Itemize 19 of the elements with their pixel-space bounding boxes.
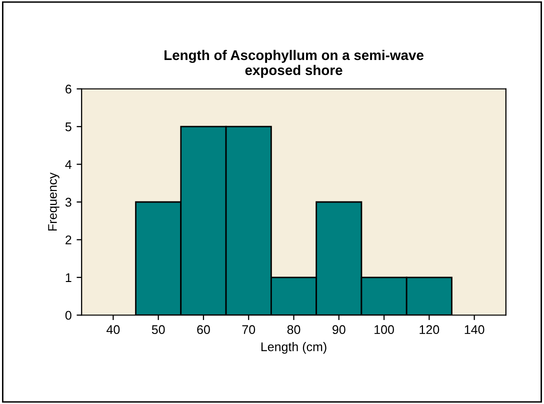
y-tick-label: 3 — [65, 198, 72, 207]
y-tick-label: 4 — [65, 160, 72, 169]
x-tick-label: 120 — [420, 325, 440, 334]
x-tick-label: 40 — [106, 325, 120, 334]
x-tick-label: 60 — [197, 325, 210, 334]
y-tick-label: 0 — [65, 310, 72, 320]
x-tick-label: 80 — [287, 325, 300, 334]
chart-title: Length of Ascophyllum on a semi-wave exposed shore — [164, 50, 424, 78]
x-tick-label: 140 — [464, 325, 484, 334]
x-axis-title: Length (cm) — [261, 342, 326, 354]
x-tick-label: 100 — [374, 325, 394, 334]
y-tick-label: 2 — [66, 236, 72, 244]
y-tick-label: 5 — [65, 122, 72, 132]
y-axis-title: Frequency — [48, 172, 60, 230]
y-tick-label: 1 — [66, 273, 72, 282]
x-tick-label: 50 — [152, 325, 165, 334]
x-tick-label: 70 — [242, 325, 256, 334]
x-tick-label: 90 — [332, 325, 346, 334]
y-tick-label: 6 — [66, 84, 72, 94]
